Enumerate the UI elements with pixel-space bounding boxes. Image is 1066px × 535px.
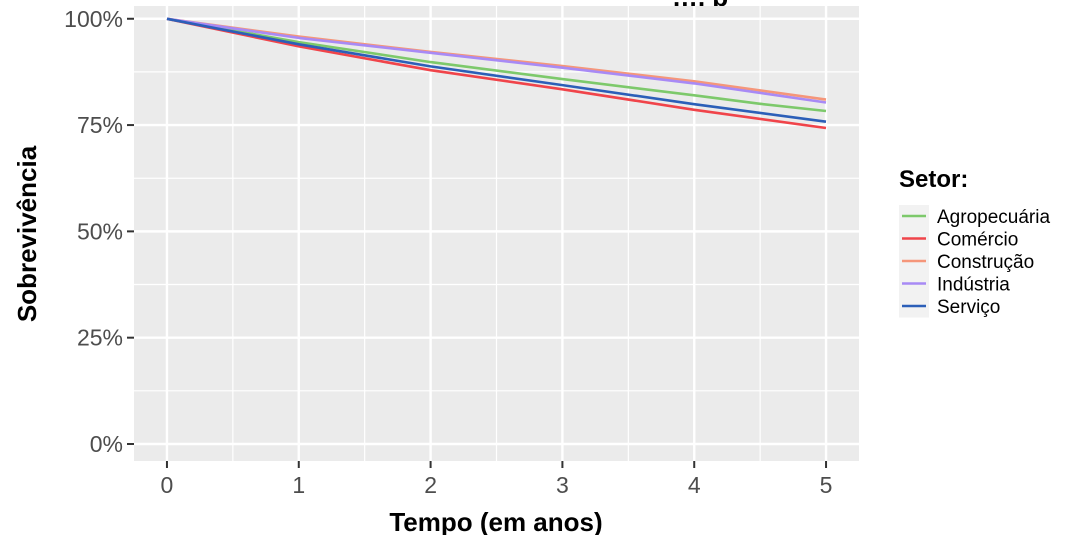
legend-label: Construção bbox=[937, 252, 1034, 273]
y-axis-title: Sobrevivência bbox=[12, 145, 42, 322]
series-lines bbox=[166, 17, 827, 130]
series-line bbox=[166, 17, 827, 104]
x-tick-label: 0 bbox=[161, 472, 174, 498]
y-tick-label: 0% bbox=[90, 431, 123, 457]
y-axis: 0% 25% 50% 75% 100% bbox=[64, 6, 134, 457]
series-line bbox=[166, 17, 827, 130]
legend-label: Serviço bbox=[937, 297, 1000, 318]
x-tick-label: 2 bbox=[424, 472, 437, 498]
y-tick-label: 75% bbox=[77, 112, 123, 138]
minor-gridlines bbox=[134, 6, 859, 461]
x-tick-label: 5 bbox=[820, 472, 833, 498]
legend-label: Indústria bbox=[937, 275, 1010, 296]
y-tick-label: 100% bbox=[64, 6, 123, 32]
y-tick-label: 25% bbox=[77, 325, 123, 351]
series-line bbox=[166, 17, 827, 123]
series-line bbox=[166, 17, 827, 113]
x-axis: 0 1 2 3 4 5 bbox=[161, 461, 833, 498]
legend-label: Comércio bbox=[937, 230, 1018, 251]
legend-label: Agropecuária bbox=[937, 207, 1050, 228]
x-tick-label: 1 bbox=[292, 472, 305, 498]
x-axis-title: Tempo (em anos) bbox=[389, 507, 602, 535]
legend-items: AgropecuáriaComércioConstruçãoIndústriaS… bbox=[899, 205, 1050, 318]
legend: Setor: AgropecuáriaComércioConstruçãoInd… bbox=[899, 166, 1050, 318]
y-tick-label: 50% bbox=[77, 218, 123, 244]
legend-title: Setor: bbox=[899, 166, 968, 193]
major-gridlines bbox=[134, 6, 859, 461]
x-tick-label: 3 bbox=[556, 472, 569, 498]
x-tick-label: 4 bbox=[688, 472, 701, 498]
